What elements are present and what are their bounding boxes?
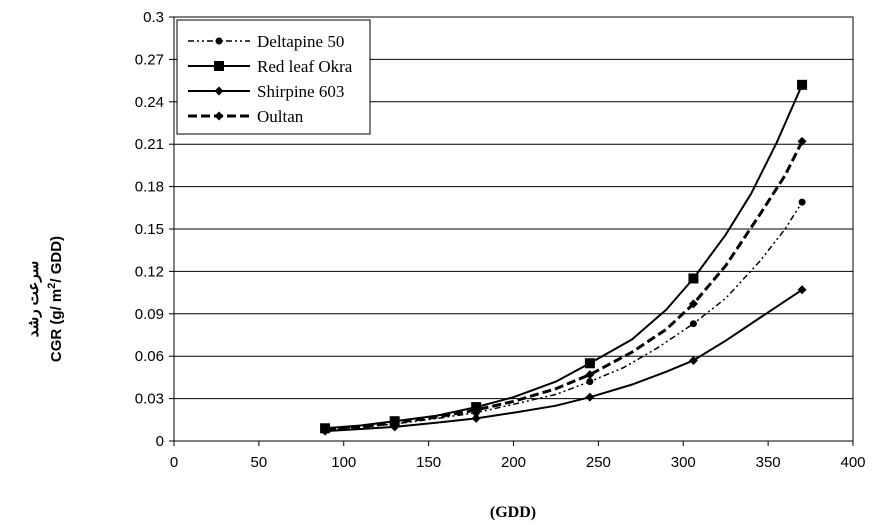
y-tick-label: 0.06 — [135, 348, 164, 365]
y-tick-label: 0.18 — [135, 179, 164, 196]
series-shirpine-603 — [320, 285, 807, 436]
y-tick-label: 0.09 — [135, 306, 164, 323]
data-point — [390, 418, 400, 428]
y-axis-label-end: / GDD) — [48, 236, 65, 283]
data-point — [471, 413, 481, 423]
x-tick-label: 50 — [251, 454, 268, 471]
y-tick-label: 0.24 — [135, 94, 164, 111]
y-axis-label-persian: سرعت رشد — [25, 261, 42, 337]
data-point — [586, 378, 594, 386]
y-tick-label: 0.27 — [135, 51, 164, 68]
x-tick-label: 300 — [671, 454, 696, 471]
data-point — [688, 299, 698, 309]
y-tick-label: 0.12 — [135, 263, 164, 280]
x-axis-label: (GDD) — [490, 504, 536, 521]
legend-swatch-marker — [215, 37, 223, 45]
data-point — [798, 198, 806, 206]
x-tick-label: 100 — [331, 454, 356, 471]
legend-swatch-marker — [214, 61, 224, 71]
y-tick-label: 0 — [156, 433, 164, 450]
data-point — [797, 79, 808, 90]
data-point — [471, 405, 481, 415]
y-tick-label: 0.3 — [143, 9, 164, 26]
series-red-leaf-okra — [320, 79, 808, 434]
series-line — [324, 140, 804, 432]
y-tick-label: 0.15 — [135, 221, 164, 238]
y-axis-label-main: CGR (g/ m — [48, 289, 65, 362]
data-point — [797, 285, 807, 295]
legend-entry-label: Red leaf Okra — [257, 57, 353, 76]
axes: 0 0.03 0.06 0.09 0.12 0.15 0.18 0.21 0.24 0.27 0.3… — [135, 9, 866, 471]
data-point — [320, 425, 330, 435]
y-axis-label: CGR (g/ m2/ GDD) — [46, 236, 65, 362]
x-tick-label: 400 — [840, 454, 865, 471]
legend: Deltapine 50 Red leaf Okra Shirpine 603 Oul… — [176, 19, 371, 135]
y-tick-label: 0.21 — [135, 136, 164, 153]
data-point — [689, 320, 697, 328]
legend-entry-label: Oultan — [257, 107, 304, 126]
legend-entry-label: Shirpine 603 — [257, 82, 344, 101]
series-oultan — [320, 136, 807, 435]
series-layer — [320, 79, 808, 436]
legend-entry-label: Deltapine 50 — [257, 32, 344, 51]
legend-swatch-marker — [214, 86, 224, 96]
data-point — [585, 392, 595, 402]
y-tick-label: 0.03 — [135, 391, 164, 408]
data-point — [585, 370, 595, 380]
series-deltapine-50 — [321, 198, 806, 434]
data-point — [688, 355, 698, 365]
series-line — [325, 201, 803, 431]
x-tick-label: 0 — [170, 454, 178, 471]
legend-swatch-marker — [214, 111, 224, 121]
x-tick-label: 200 — [501, 454, 526, 471]
x-tick-label: 350 — [756, 454, 781, 471]
x-tick-label: 150 — [416, 454, 441, 471]
y-axis-label-superscript: 2 — [46, 283, 58, 289]
data-point — [584, 358, 595, 369]
data-point — [797, 136, 807, 146]
x-tick-label: 250 — [586, 454, 611, 471]
series-line — [325, 288, 803, 433]
data-point — [688, 273, 699, 284]
